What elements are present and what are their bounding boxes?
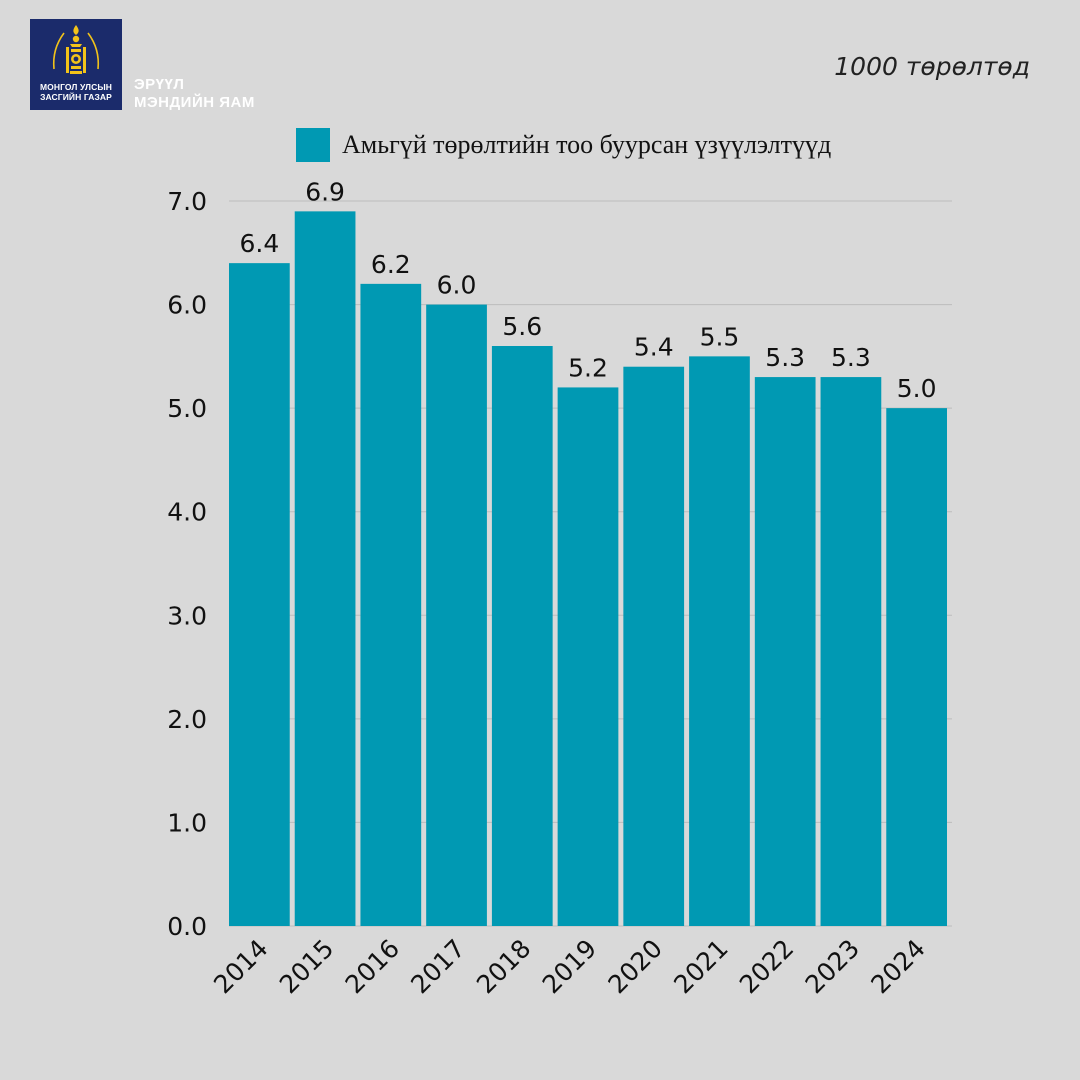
y-tick-label: 4.0: [167, 498, 207, 527]
government-emblem-logo: МОНГОЛ УЛСЫН ЗАСГИЙН ГАЗАР: [30, 19, 122, 110]
x-tick-label: 2023: [800, 934, 865, 999]
y-tick-label: 2.0: [167, 705, 207, 734]
x-tick-label: 2017: [405, 934, 470, 999]
x-tick-label: 2018: [471, 934, 536, 999]
ministry-name-line2: МЭНДИЙН ЯАМ: [134, 94, 255, 111]
data-label: 6.2: [371, 250, 411, 279]
data-label: 5.0: [897, 374, 937, 403]
y-tick-label: 6.0: [167, 291, 207, 320]
x-tick-label: 2022: [734, 934, 799, 999]
x-tick-label: 2019: [537, 934, 602, 999]
bar: [886, 408, 947, 927]
x-tick-label: 2024: [865, 934, 930, 999]
data-label: 5.4: [634, 333, 674, 362]
data-label: 5.6: [502, 312, 542, 341]
data-label: 5.5: [700, 322, 740, 351]
y-tick-label: 5.0: [167, 394, 207, 423]
y-tick-label: 7.0: [167, 187, 207, 216]
x-tick-label: 2014: [208, 934, 273, 999]
bar: [689, 356, 750, 926]
x-tick-label: 2020: [602, 934, 667, 999]
x-tick-label: 2021: [668, 934, 733, 999]
y-tick-label: 3.0: [167, 601, 207, 630]
emblem-text-line1: МОНГОЛ УЛСЫН: [40, 82, 112, 92]
data-label: 6.0: [437, 271, 477, 300]
bar: [754, 377, 816, 927]
emblem-text-line2: ЗАСГИЙН ГАЗАР: [40, 92, 112, 102]
y-axis-ticks: 0.0 1.0 2.0 3.0 4.0 5.0 6.0 7.0: [167, 187, 207, 941]
data-label: 6.9: [305, 177, 345, 206]
bar: [623, 366, 685, 926]
unit-note: 1000 төрөлтөд: [834, 52, 1030, 81]
bar: [360, 283, 422, 926]
data-label: 6.4: [239, 229, 279, 258]
bar: [294, 211, 356, 926]
ministry-name-line1: ЭРҮҮЛ: [134, 76, 185, 93]
x-axis-ticks: 2014 2015 2016 2017 2018 2019 2020 2021 2022 2023…: [208, 934, 931, 999]
soyombo-icon: [52, 25, 100, 74]
data-label: 5.3: [765, 343, 805, 372]
legend-label: Амьгүй төрөлтийн тоо буурсан үзүүлэлтүүд: [342, 130, 832, 159]
y-tick-label: 0.0: [167, 912, 207, 941]
bar: [229, 263, 290, 927]
chart-legend: Амьгүй төрөлтийн тоо буурсан үзүүлэлтүүд: [296, 128, 831, 162]
y-tick-label: 1.0: [167, 808, 207, 837]
bars: [229, 211, 947, 927]
data-label: 5.2: [568, 353, 608, 382]
x-tick-label: 2016: [340, 934, 405, 999]
legend-swatch: [296, 128, 330, 162]
data-label: 5.3: [831, 343, 871, 372]
value-labels: 6.4 6.9 6.2 6.0 5.6 5.2 5.4 5.5 5.3 5.3 5.0: [239, 177, 936, 403]
bar: [557, 387, 619, 926]
bar: [426, 304, 487, 927]
bar: [491, 346, 553, 926]
bar: [820, 377, 882, 927]
x-tick-label: 2015: [274, 934, 339, 999]
